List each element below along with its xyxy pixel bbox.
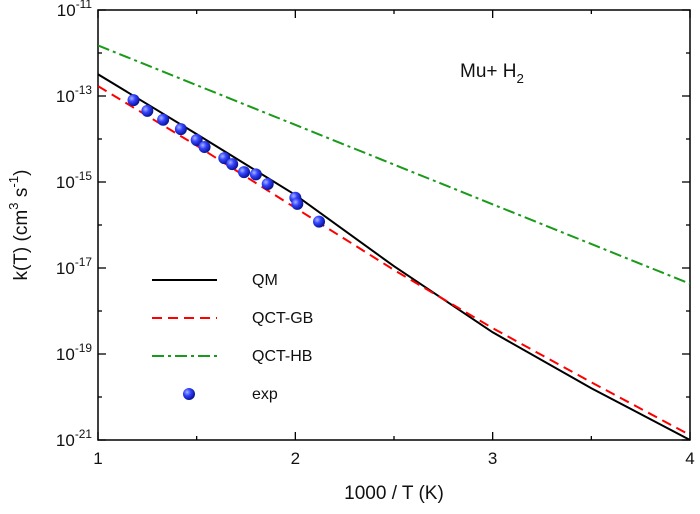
x-tick-label: 1: [93, 449, 102, 468]
annotation: Mu+ H2: [460, 61, 524, 86]
y-tick-label: 10-15: [56, 169, 92, 192]
x-tick-label: 4: [685, 449, 694, 468]
data-point: [249, 168, 262, 181]
data-point: [127, 94, 140, 107]
data-point: [190, 133, 203, 146]
x-axis-label: 1000 / T (K): [344, 483, 444, 504]
series-line: [98, 44, 690, 285]
y-tick-label: 10-21: [56, 427, 92, 450]
x-tick-label: 2: [291, 449, 300, 468]
data-point: [226, 158, 239, 171]
plot-frame: [97, 9, 691, 441]
y-tick-label: 10-11: [57, 0, 93, 20]
data-point: [174, 123, 187, 136]
data-point: [157, 113, 170, 126]
data-point: [313, 215, 326, 228]
legend-label: QCT-HB: [252, 348, 312, 365]
data-point: [238, 166, 251, 179]
data-point: [261, 177, 274, 190]
data-point: [141, 104, 154, 117]
y-tick-label: 10-13: [56, 83, 92, 106]
y-tick-label: 10-19: [56, 341, 92, 364]
x-tick-label: 3: [488, 449, 497, 468]
data-point: [198, 141, 211, 154]
y-axis-label: k(T) (cm3 s-1): [6, 169, 32, 280]
plot-area: [98, 44, 690, 440]
y-tick-label: 10-17: [56, 255, 92, 278]
legend-label: exp: [252, 386, 278, 403]
legend-label: QM: [252, 272, 278, 289]
data-point: [291, 197, 304, 210]
legend-label: QCT-GB: [252, 310, 313, 327]
legend-marker: [183, 388, 195, 400]
series-line: [98, 85, 690, 436]
